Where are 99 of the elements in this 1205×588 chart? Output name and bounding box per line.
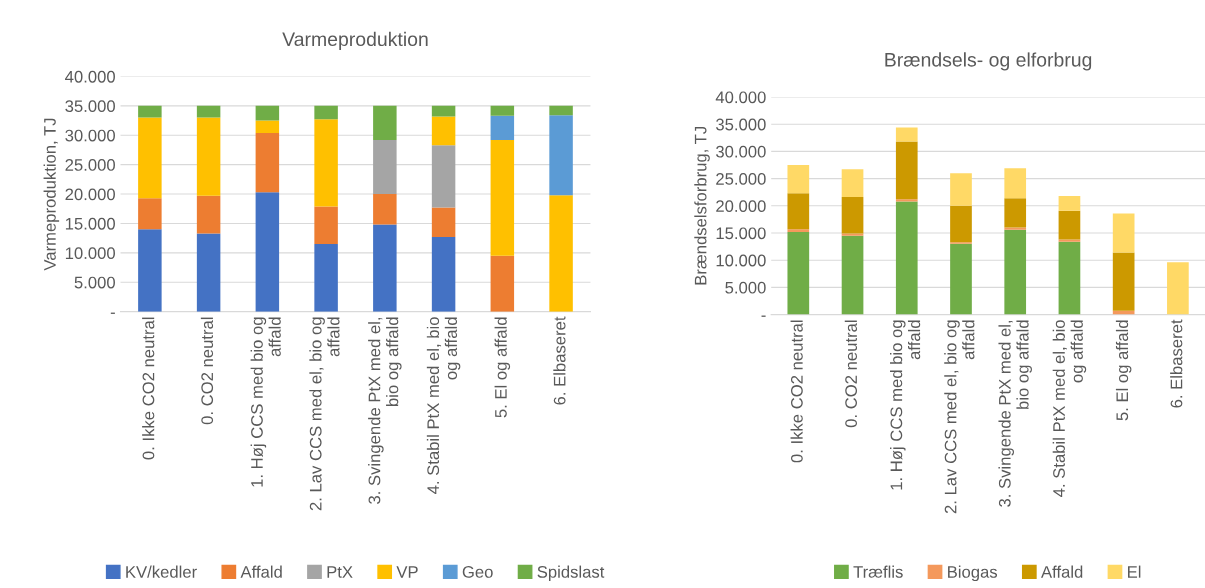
x-tick-label: 0. CO2 neutral [200, 317, 214, 425]
bar [314, 244, 338, 312]
bar [255, 105, 280, 121]
bar [1058, 210, 1081, 240]
bar [787, 193, 810, 230]
bar [1058, 196, 1081, 211]
bar [1004, 168, 1027, 199]
bar [314, 105, 338, 120]
x-tick-label: 0. Ikke CO2 neutral [790, 320, 803, 463]
y-tick-label: 35.000 [716, 118, 766, 131]
legend-label: VP [396, 566, 418, 578]
bar [373, 105, 397, 140]
y-axis-title: Varmeproduktion, TJ [43, 118, 60, 271]
bar [1004, 198, 1027, 228]
y-axis-title: Brændselsforbrug, TJ [694, 127, 710, 285]
bar [373, 224, 397, 312]
bar [196, 105, 221, 118]
bar [490, 105, 515, 116]
legend-label: PtX [327, 566, 353, 578]
bar [255, 192, 280, 312]
x-tick-label: 2. Lav CCS med el, bio og affald [309, 317, 340, 511]
bar [787, 229, 810, 232]
bar [431, 236, 456, 312]
chart-title: Varmeproduktion [282, 31, 428, 50]
chart-title: Brændsels- og elforbrug [885, 52, 1092, 71]
y-tick-label: - [761, 315, 766, 317]
bar [895, 141, 918, 200]
y-tick-label: 40.000 [65, 70, 115, 83]
bar [255, 132, 280, 193]
bar [138, 117, 162, 199]
bar [895, 201, 918, 315]
bar [1004, 229, 1027, 315]
bar [1167, 262, 1189, 315]
bar [950, 173, 972, 206]
legend-label: Træflis [853, 565, 903, 578]
y-tick-label: 15.000 [65, 217, 115, 230]
x-tick-label: 0. Ikke CO2 neutral [142, 317, 155, 460]
bar [1112, 252, 1135, 311]
x-tick-label: 1. Høj CCS med bio og affald [890, 320, 921, 490]
bar [196, 233, 221, 312]
bar [1004, 227, 1027, 230]
y-tick-label: 10.000 [716, 254, 766, 267]
bar [314, 119, 338, 207]
legend-label: El [1128, 565, 1141, 578]
bar [138, 105, 162, 118]
bar [490, 115, 515, 140]
y-tick-label: 5.000 [74, 276, 115, 289]
bar [549, 115, 573, 196]
bar [196, 195, 221, 234]
bar [373, 139, 397, 195]
y-tick-label: - [110, 312, 115, 314]
bar [431, 116, 456, 146]
legend-label: Affald [240, 565, 282, 578]
legend-label: Affald [1041, 565, 1083, 578]
bar [431, 207, 456, 237]
bar [490, 139, 515, 256]
bar [787, 231, 810, 315]
y-tick-label: 25.000 [65, 159, 115, 171]
bar [431, 145, 456, 208]
bar [895, 199, 918, 202]
bar [950, 243, 972, 315]
y-tick-label: 30.000 [65, 129, 115, 142]
y-tick-label: 25.000 [716, 173, 766, 185]
bar [950, 205, 972, 243]
bar [841, 197, 864, 234]
bar [490, 255, 515, 312]
bar [255, 120, 280, 133]
bar [549, 195, 573, 312]
bar [841, 169, 864, 198]
bar [787, 165, 810, 194]
x-tick-label: 6. Elbaseret [1170, 319, 1183, 408]
y-tick-label: 40.000 [715, 91, 766, 104]
bar [895, 127, 918, 142]
bar [373, 194, 397, 225]
legend-label: Geo [462, 566, 493, 578]
x-tick-label: 5. El og affald [1115, 320, 1132, 421]
y-tick-label: 35.000 [65, 100, 115, 113]
legend-label: Spidslast [537, 565, 605, 582]
y-tick-label: 20.000 [65, 188, 115, 201]
bar [196, 117, 221, 196]
legend-label: Biogas [948, 565, 998, 582]
bar [841, 235, 864, 315]
x-tick-label: 6. Elbaseret [553, 316, 566, 405]
bar [549, 105, 573, 116]
bar [138, 229, 162, 312]
bar [314, 206, 338, 245]
bar [1058, 241, 1081, 315]
x-tick-label: 5. El og affald [494, 317, 511, 418]
bar [431, 105, 456, 117]
y-tick-label: 20.000 [716, 200, 766, 212]
bar [138, 198, 162, 230]
legend-label: KV/kedler [126, 565, 197, 578]
x-tick-label: 1. Høj CCS med bio og affald [250, 317, 281, 487]
bar [1112, 213, 1135, 253]
y-tick-label: 15.000 [716, 227, 766, 240]
y-tick-label: 5.000 [725, 281, 766, 294]
y-tick-label: 10.000 [65, 247, 115, 260]
x-tick-label: 0. CO2 neutral [844, 320, 858, 428]
y-tick-label: 30.000 [716, 145, 766, 158]
